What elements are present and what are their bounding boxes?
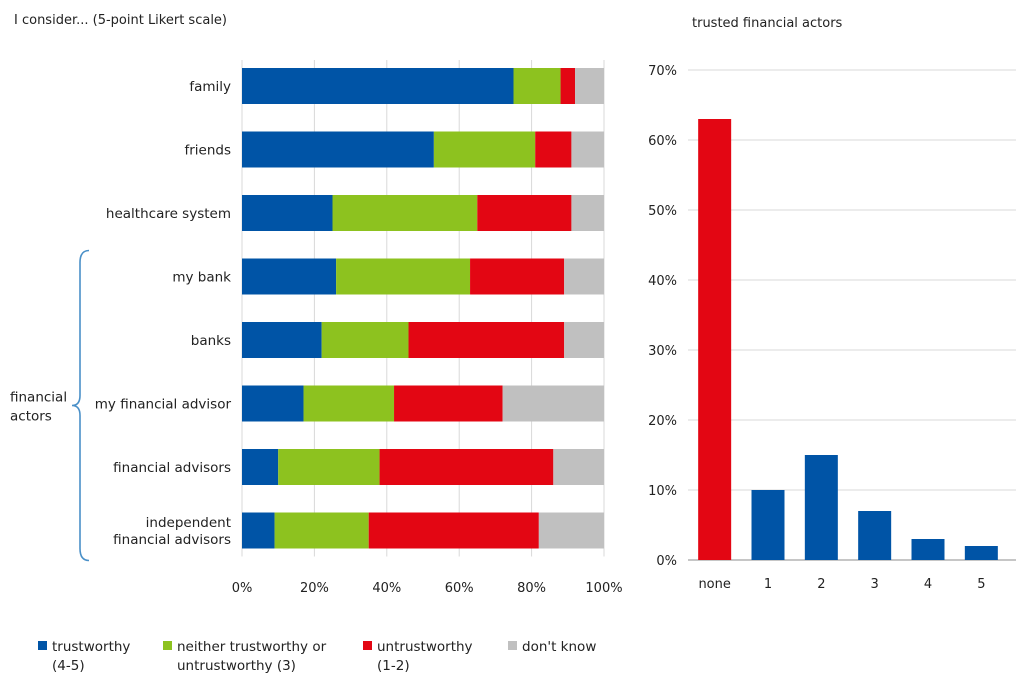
right-x-tick-label: 2 [817,577,825,592]
left-category-labels: family friends healthcare system my bank ban… [95,79,232,548]
bar-neither [274,512,369,549]
bar-untrustworthy [560,68,576,104]
bar-dont_know [571,195,604,231]
bar-untrustworthy [408,322,565,358]
bar-trustworthy [242,68,514,104]
bar-2 [804,455,838,560]
bar-dont_know [564,322,604,358]
left-x-tick-label: 100% [585,581,622,596]
left-x-tick-label: 60% [445,581,474,596]
right-y-tick-label: 10% [648,484,677,499]
bar-trustworthy [242,195,333,231]
bar-dont_know [502,385,604,422]
right-x-tick-label: 1 [764,577,772,592]
bar-neither [303,385,395,422]
bar-dont_know [575,68,604,104]
bar-neither [278,449,380,485]
legend-label-trustworthy: trustworthy [52,639,130,655]
right-y-tick-label: 0% [656,554,677,569]
legend-label-dont_know: don't know [522,639,596,655]
bar-trustworthy [242,512,275,549]
bar-dont_know [571,131,604,168]
bar-neither [433,131,536,168]
category-label: financial advisors [113,532,231,548]
legend: trustworthy (4-5) neither trustworthy or un… [38,639,596,674]
bar-trustworthy [242,322,322,358]
right-x-tick-label: 3 [871,577,879,592]
category-label: financial advisors [113,460,231,476]
bar-dont_know [538,512,604,549]
bar-untrustworthy [379,449,554,485]
bar-untrustworthy [535,131,572,168]
right-y-tick-label: 50% [648,204,677,219]
left-x-tick-label: 40% [372,581,401,596]
bar-untrustworthy [470,258,565,295]
category-label: family [189,79,231,95]
right-y-tick-label: 20% [648,414,677,429]
brace-path [71,249,90,562]
bar-neither [332,195,478,231]
right-x-tick-label: 5 [977,577,985,592]
legend-label-untrustworthy: (1-2) [377,658,410,674]
right-y-tick-label: 40% [648,274,677,289]
legend-label-neither: neither trustworthy or [177,639,327,655]
right-chart-title: trusted financial actors [692,16,843,31]
right-y-tick-label: 70% [648,64,677,79]
right-y-tick-label: 30% [648,344,677,359]
bar-4 [911,539,945,560]
category-label: independent [146,515,231,531]
left-x-tick-label: 20% [300,581,329,596]
legend-label-untrustworthy: untrustworthy [377,639,473,655]
group-label: financial [10,390,67,406]
bar-1 [751,490,785,560]
bar-untrustworthy [394,385,503,422]
legend-swatch-neither [163,641,172,650]
bar-3 [858,511,892,560]
right-gridlines [688,69,1016,561]
right-x-tick-label: 4 [924,577,932,592]
bar-neither [513,68,561,104]
category-label: my financial advisor [95,397,232,413]
left-chart-title: I consider... (5-point Likert scale) [14,13,227,28]
legend-swatch-untrustworthy [363,641,372,650]
bar-untrustworthy [477,195,572,231]
legend-label-trustworthy: (4-5) [52,658,85,674]
bar-untrustworthy [368,512,539,549]
right-bars [698,119,998,560]
bar-trustworthy [242,258,337,295]
category-label: my bank [172,270,231,286]
financial-actors-brace: financial actors [10,249,90,562]
legend-swatch-dont_know [508,641,517,650]
right-x-tick-label: none [698,577,730,592]
category-label: friends [184,143,231,159]
bar-none [698,119,732,560]
bar-dont_know [553,449,604,485]
bar-neither [336,258,471,295]
bar-neither [321,322,409,358]
category-label: banks [191,333,231,349]
group-label: actors [10,409,52,425]
legend-label-neither: untrustworthy (3) [177,658,296,674]
legend-swatch-trustworthy [38,641,47,650]
bar-trustworthy [242,385,304,422]
left-x-tick-labels: 0% 20% 40% 60% 80% 100% [232,581,623,596]
bar-5 [964,546,998,560]
bar-trustworthy [242,131,434,168]
right-y-tick-labels: 0% 10% 20% 30% 40% 50% 60% 70% [648,64,677,569]
category-label: healthcare system [106,206,231,222]
bar-dont_know [564,258,604,295]
left-x-tick-label: 0% [232,581,253,596]
left-stacked-bars [242,68,604,549]
right-x-tick-labels: none 1 2 3 4 5 [698,577,985,592]
bar-trustworthy [242,449,279,485]
right-y-tick-label: 60% [648,134,677,149]
left-x-tick-label: 80% [517,581,546,596]
